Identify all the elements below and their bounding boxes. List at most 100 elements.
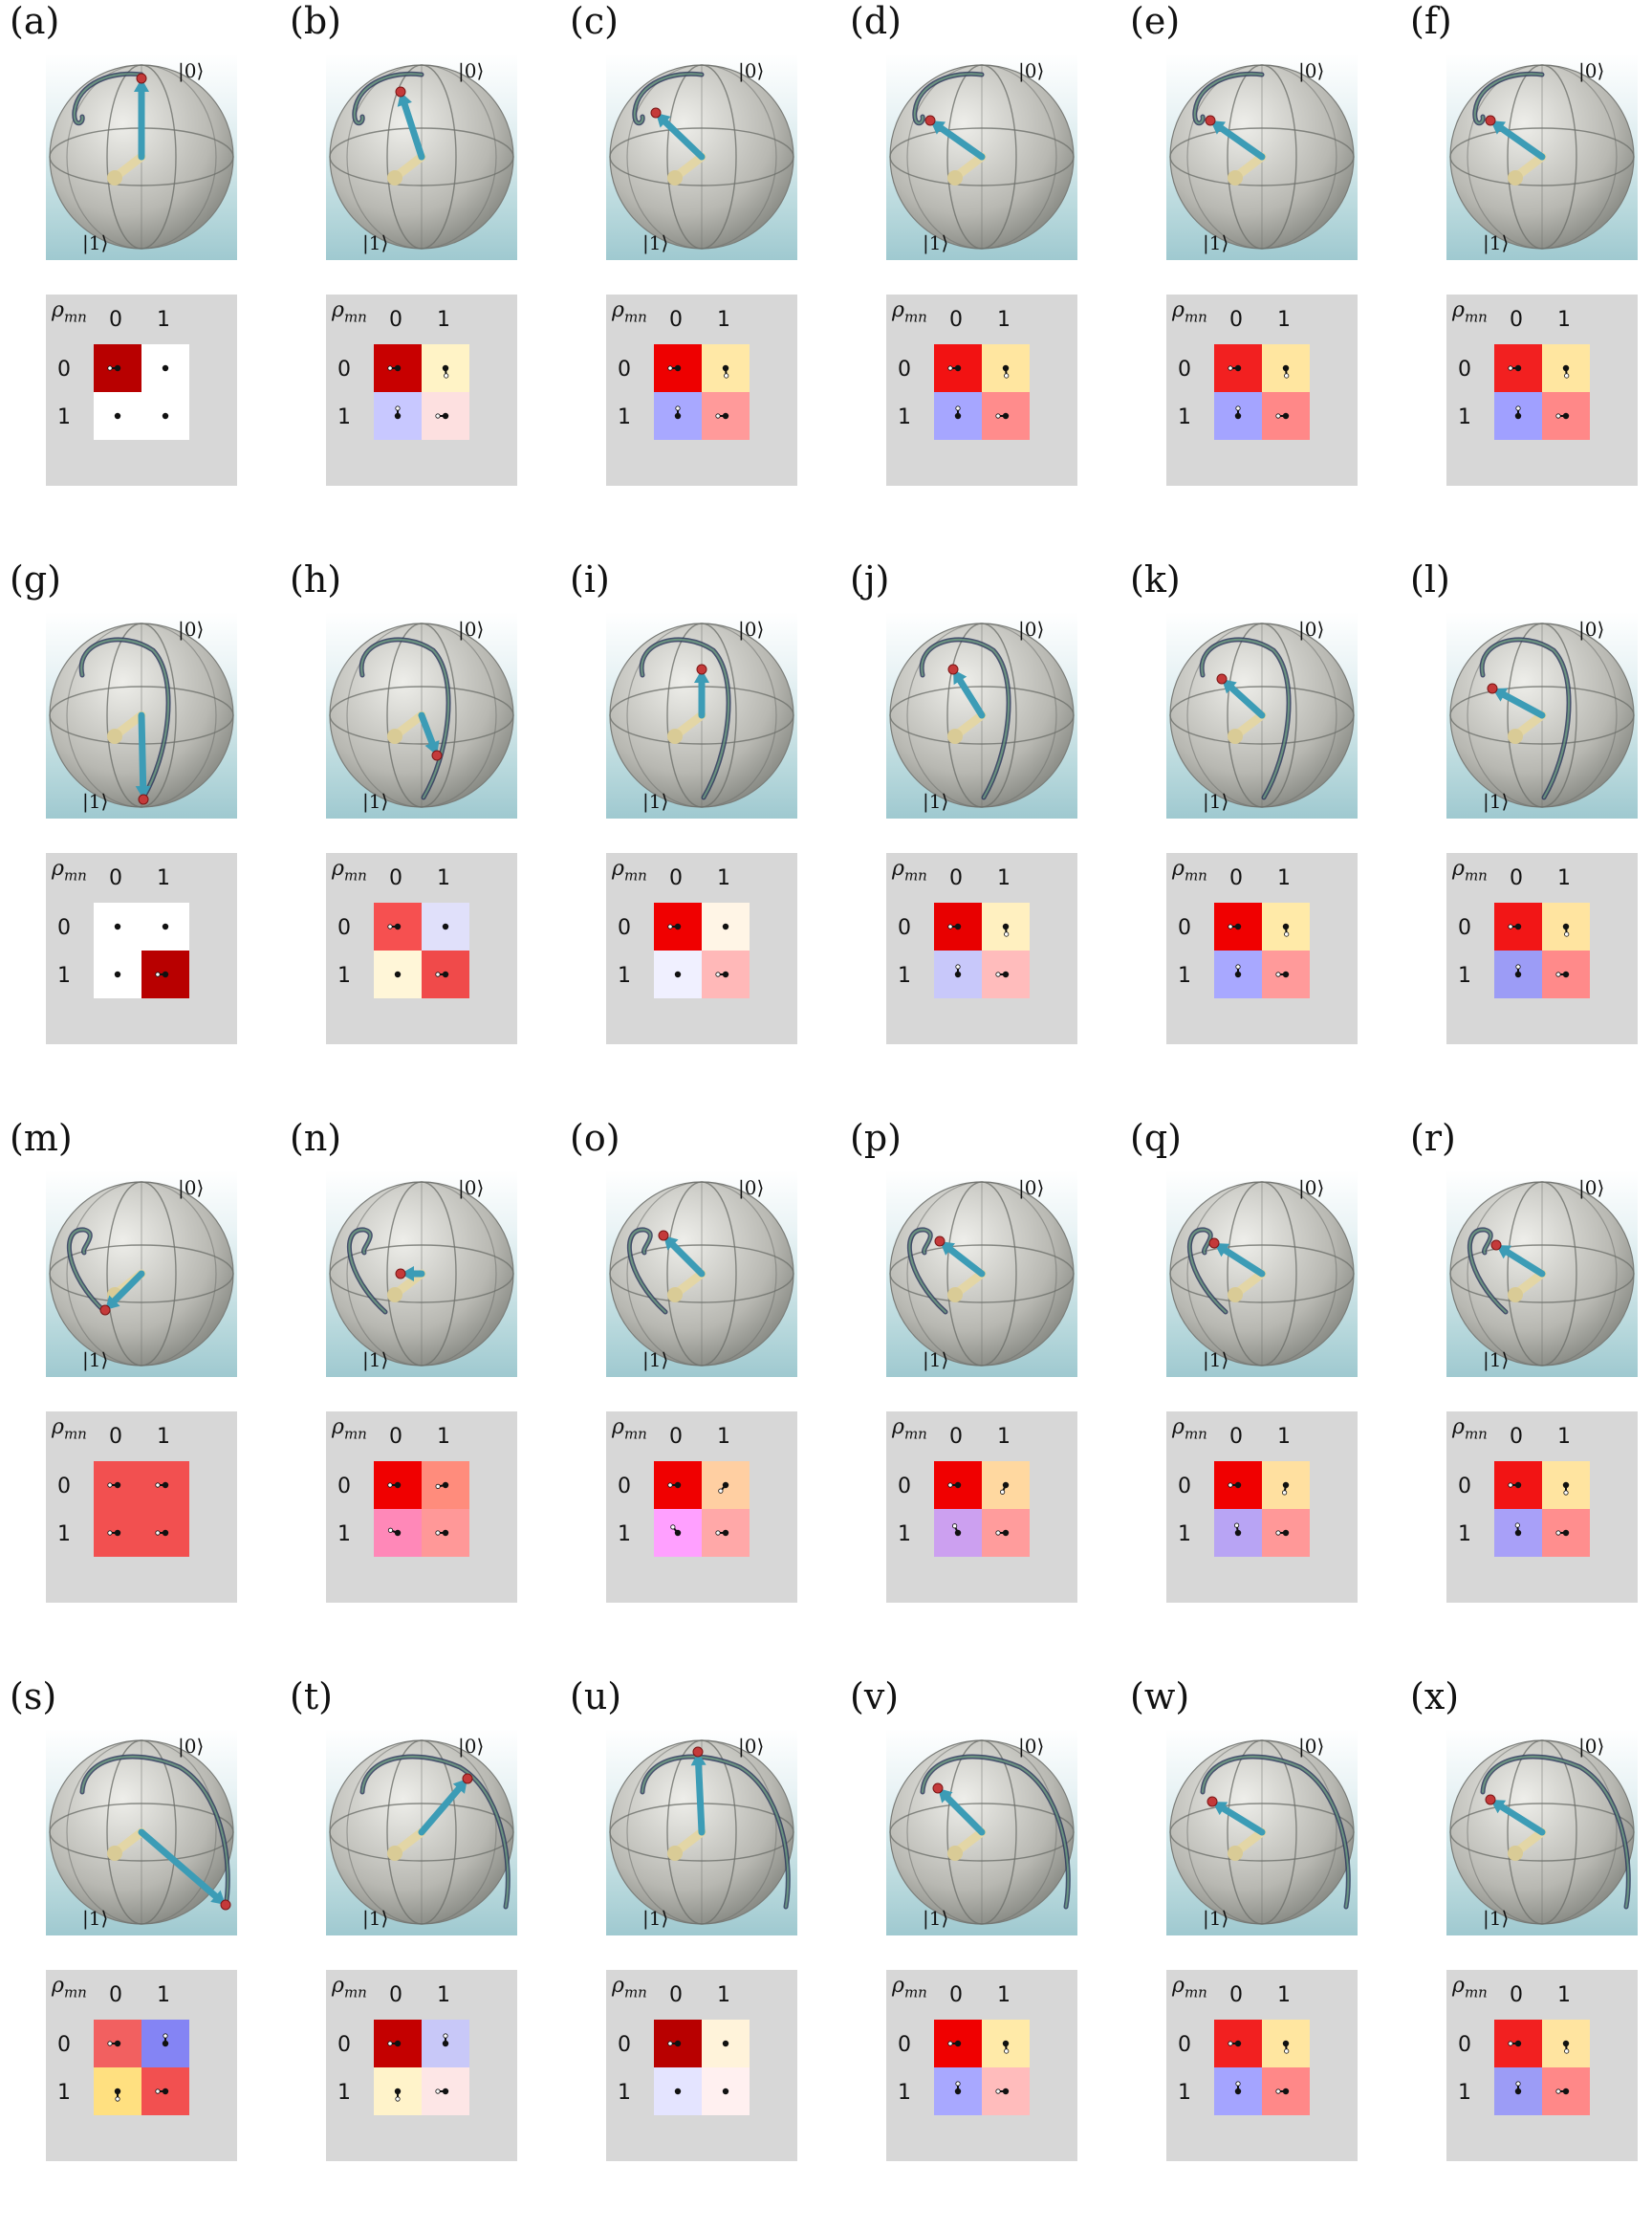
density-matrix: ρmn 0 1 0 1 — [606, 1411, 797, 1603]
ket-1-label: |1⟩ — [82, 1348, 109, 1371]
matrix-cell — [1494, 2067, 1542, 2115]
panel-label: (b) — [290, 0, 341, 42]
matrix-cell — [422, 392, 469, 440]
panel-label: (h) — [290, 558, 342, 601]
panel: (b) |0⟩ |1⟩ ρmn 0 1 0 1 — [280, 0, 557, 555]
matrix-cell — [982, 903, 1030, 951]
matrix-cell — [1494, 392, 1542, 440]
panel-label: (q) — [1130, 1117, 1182, 1159]
row-label: 1 — [898, 405, 911, 429]
bloch-sphere — [609, 1739, 794, 1925]
density-matrix: ρmn 0 1 0 1 — [1166, 853, 1358, 1044]
matrix-cell — [934, 951, 982, 998]
ket-0-label: |0⟩ — [1298, 1735, 1325, 1758]
bloch-sphere — [889, 1181, 1075, 1366]
ket-0-label: |0⟩ — [1298, 1176, 1325, 1199]
matrix-cell — [1494, 1461, 1542, 1509]
column-label: 0 — [109, 1425, 122, 1449]
bloch-sphere — [1169, 623, 1355, 808]
bloch-sphere — [889, 623, 1075, 808]
density-matrix: ρmn 0 1 0 1 — [326, 1411, 517, 1603]
state-marker — [462, 1773, 473, 1784]
bloch-sphere-box: |0⟩ |1⟩ — [46, 612, 237, 819]
ket-1-label: |1⟩ — [362, 1348, 389, 1371]
ket-1-label: |1⟩ — [642, 231, 669, 254]
matrix-cell — [654, 392, 702, 440]
panel-label: (s) — [10, 1675, 57, 1717]
panel-label: (v) — [850, 1675, 900, 1717]
rho-label: ρmn — [1452, 1974, 1488, 2001]
ket-0-label: |0⟩ — [178, 1735, 205, 1758]
ket-0-label: |0⟩ — [1578, 1735, 1605, 1758]
ket-1-label: |1⟩ — [1203, 1348, 1229, 1371]
matrix-cell — [1214, 2067, 1262, 2115]
ket-1-label: |1⟩ — [642, 790, 669, 813]
density-matrix: ρmn 0 1 0 1 — [46, 853, 237, 1044]
state-marker — [1206, 1796, 1218, 1807]
panel-label: (d) — [850, 0, 902, 42]
column-label: 1 — [997, 866, 1011, 890]
density-matrix: ρmn 0 1 0 1 — [606, 295, 797, 486]
state-marker — [138, 794, 149, 805]
ket-0-label: |0⟩ — [1018, 59, 1045, 82]
bloch-sphere-box: |0⟩ |1⟩ — [1166, 612, 1358, 819]
ket-0-label: |0⟩ — [1018, 618, 1045, 641]
bloch-sphere — [329, 1739, 514, 1925]
matrix-cell — [374, 2067, 422, 2115]
state-marker — [1487, 683, 1498, 694]
bloch-sphere-box: |0⟩ |1⟩ — [1446, 1170, 1638, 1377]
row-label: 0 — [1458, 2033, 1471, 2057]
matrix-cell — [934, 344, 982, 392]
row-label: 0 — [898, 2033, 911, 2057]
rho-label: ρmn — [52, 1974, 87, 2001]
row-label: 1 — [57, 2081, 71, 2105]
matrix-cell — [702, 951, 750, 998]
matrix-cell — [374, 1461, 422, 1509]
density-matrix: ρmn 0 1 0 1 — [326, 1970, 517, 2161]
bloch-vector — [944, 1794, 986, 1836]
column-label: 1 — [157, 866, 170, 890]
ket-1-label: |1⟩ — [82, 1907, 109, 1930]
matrix-cell — [1262, 344, 1310, 392]
row-label: 0 — [1458, 916, 1471, 940]
panel-label: (c) — [570, 0, 619, 42]
density-matrix: ρmn 0 1 0 1 — [1446, 1411, 1638, 1603]
matrix-cell — [94, 903, 141, 951]
bloch-vector — [1217, 124, 1266, 161]
row-label: 0 — [1178, 1475, 1191, 1498]
row-label: 0 — [1178, 2033, 1191, 2057]
matrix-cell — [934, 1461, 982, 1509]
column-label: 1 — [997, 1983, 1011, 2007]
density-matrix: ρmn 0 1 0 1 — [1166, 295, 1358, 486]
state-marker — [947, 664, 959, 675]
bloch-vector — [956, 677, 986, 719]
row-label: 1 — [1178, 1522, 1191, 1546]
row-label: 1 — [57, 964, 71, 988]
column-label: 0 — [1229, 866, 1243, 890]
column-label: 1 — [437, 308, 450, 332]
ket-1-label: |1⟩ — [923, 1348, 949, 1371]
bloch-vector — [937, 124, 986, 161]
panel: (a) |0⟩ |1⟩ ρmn 0 1 0 1 — [0, 0, 277, 555]
ket-0-label: |0⟩ — [458, 59, 485, 82]
column-label: 0 — [1229, 1983, 1243, 2007]
bloch-sphere-box: |0⟩ |1⟩ — [326, 1170, 517, 1377]
matrix-cell — [654, 903, 702, 951]
matrix-cell — [654, 1461, 702, 1509]
ket-0-label: |0⟩ — [1578, 618, 1605, 641]
bloch-sphere-box: |0⟩ |1⟩ — [326, 612, 517, 819]
matrix-cell — [1214, 903, 1262, 951]
ket-1-label: |1⟩ — [362, 1907, 389, 1930]
ket-1-label: |1⟩ — [362, 231, 389, 254]
column-label: 1 — [437, 866, 450, 890]
column-label: 0 — [1510, 1983, 1523, 2007]
panel: (n) |0⟩ |1⟩ ρmn 0 1 0 1 — [280, 1117, 557, 1672]
ket-0-label: |0⟩ — [178, 618, 205, 641]
column-label: 0 — [1510, 866, 1523, 890]
panel: (q) |0⟩ |1⟩ ρmn 0 1 0 1 — [1120, 1117, 1398, 1672]
state-marker — [696, 664, 707, 675]
row-label: 0 — [898, 1475, 911, 1498]
matrix-cell — [422, 1509, 469, 1557]
bloch-sphere — [329, 64, 514, 250]
matrix-cell — [1262, 951, 1310, 998]
